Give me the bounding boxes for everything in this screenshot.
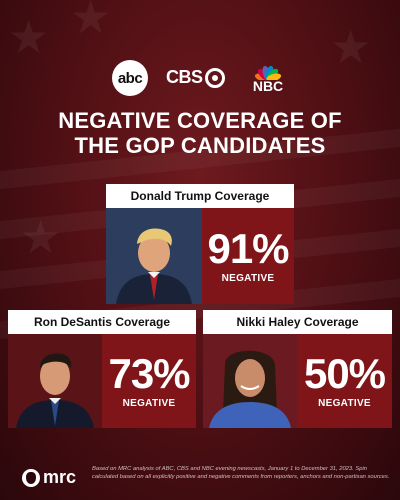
candidate-photo-desantis — [8, 334, 102, 428]
abc-logo-text: abc — [117, 69, 143, 87]
portrait-silhouette-icon — [203, 334, 297, 428]
mrc-logo: mrc — [22, 467, 76, 488]
card-header: Nikki Haley Coverage — [203, 310, 392, 334]
mrc-logo-icon — [22, 468, 40, 487]
card-body: 73% NEGATIVE — [8, 334, 196, 428]
percent-label: NEGATIVE — [221, 272, 275, 284]
nbc-peacock-icon — [254, 65, 282, 80]
candidate-photo-trump — [106, 208, 202, 304]
stat-card-desantis: Ron DeSantis Coverage 73% NEGATIVE — [8, 310, 196, 428]
portrait-silhouette-icon — [106, 208, 202, 304]
cbs-logo-text: CBS — [166, 67, 203, 87]
footer: mrc Based on MRC analysis of ABC, CBS an… — [0, 462, 400, 500]
mrc-logo-text: mrc — [43, 467, 77, 487]
portrait-silhouette-icon — [8, 334, 102, 428]
peacock-feather — [266, 73, 282, 80]
stat-panel: 73% NEGATIVE — [102, 334, 196, 428]
star-icon: ★ — [8, 10, 50, 64]
star-icon: ★ — [70, 0, 112, 44]
card-header: Donald Trump Coverage — [106, 184, 294, 208]
abc-logo-icon: abc — [112, 60, 148, 96]
nbc-logo-text: NBC — [252, 78, 284, 94]
stat-panel: 91% NEGATIVE — [202, 208, 294, 304]
network-logos: abc CBS NBC — [0, 58, 400, 98]
percent-label: NEGATIVE — [318, 397, 371, 409]
title-line-1: NEGATIVE COVERAGE OF — [58, 108, 342, 133]
stat-card-trump: Donald Trump Coverage 91% NEGATIVE — [106, 184, 294, 304]
percent-value: 50% — [303, 349, 386, 397]
percent-value: 73% — [108, 349, 190, 397]
card-body: 91% NEGATIVE — [106, 208, 294, 304]
title-line-2: THE GOP CANDIDATES — [74, 133, 326, 158]
stat-panel: 50% NEGATIVE — [297, 334, 392, 428]
footnote: Based on MRC analysis of ABC, CBS and NB… — [92, 466, 390, 480]
candidate-photo-haley — [203, 334, 297, 428]
card-header: Ron DeSantis Coverage — [8, 310, 196, 334]
nbc-logo-icon: NBC — [248, 58, 288, 94]
page-title: NEGATIVE COVERAGE OF THE GOP CANDIDATES — [0, 108, 400, 158]
card-body: 50% NEGATIVE — [203, 334, 392, 428]
cbs-eye-icon — [204, 67, 225, 88]
star-icon: ★ — [330, 20, 372, 74]
percent-label: NEGATIVE — [122, 397, 176, 409]
stat-card-haley: Nikki Haley Coverage 50% NEGATIVE — [203, 310, 392, 428]
cbs-logo-icon: CBS — [166, 67, 225, 88]
star-icon: ★ — [20, 210, 62, 264]
percent-value: 91% — [207, 224, 289, 272]
